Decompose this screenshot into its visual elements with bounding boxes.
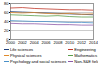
svg-text:80: 80 [4, 1, 9, 6]
html-text:Engineering: Engineering [74, 47, 96, 52]
svg-text:2000: 2000 [6, 40, 16, 45]
svg-text:40: 40 [4, 19, 9, 24]
svg-text:0: 0 [6, 36, 9, 42]
svg-text:2004: 2004 [30, 40, 40, 45]
svg-text:2012: 2012 [77, 40, 87, 45]
svg-text:2010: 2010 [65, 40, 75, 45]
svg-text:2006: 2006 [42, 40, 52, 45]
html-text:Life sciences: Life sciences [10, 47, 34, 52]
svg-text:20: 20 [4, 28, 9, 33]
svg-text:2008: 2008 [53, 40, 63, 45]
svg-text:2014: 2014 [89, 40, 98, 45]
html-text:Physical sciences: Physical sciences [10, 53, 42, 58]
html-text:Psychology and social sciences: Psychology and social sciences [10, 59, 67, 64]
svg-text:60: 60 [4, 10, 9, 15]
svg-text:2002: 2002 [18, 40, 28, 45]
